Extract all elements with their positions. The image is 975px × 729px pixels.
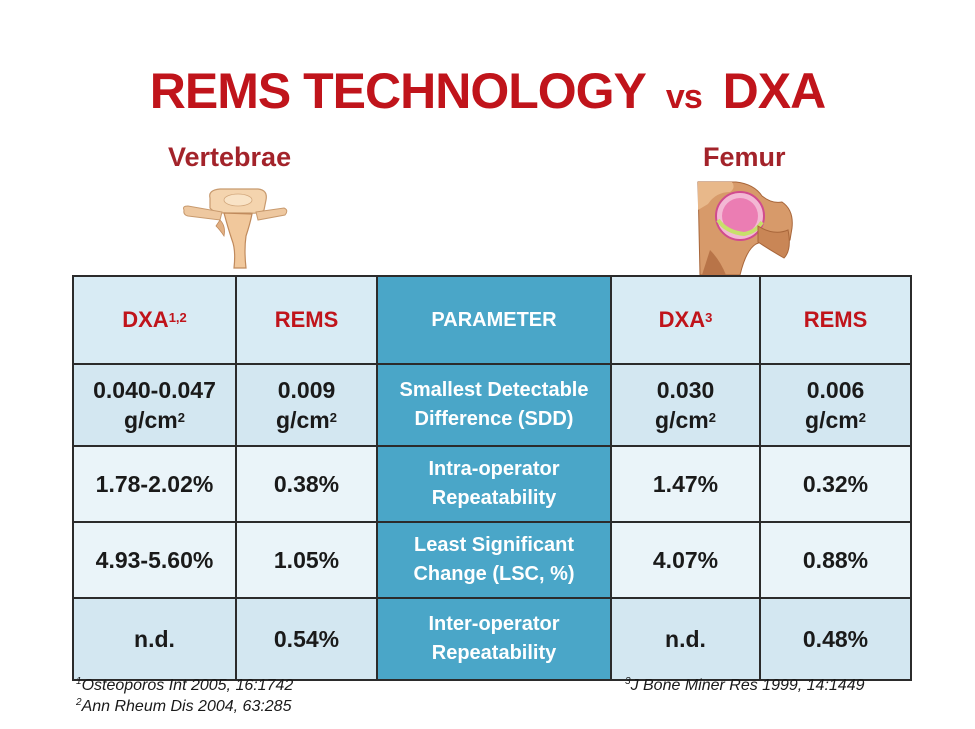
cell-rems-vertebrae: 1.05% xyxy=(235,521,378,599)
cell-rems-vertebrae: 0.38% xyxy=(235,445,378,523)
table-row: 4.93-5.60% 1.05% Least Significant Change… xyxy=(72,521,912,599)
header-dxa-femur: DXA3 xyxy=(610,275,761,365)
cell-parameter: Least Significant Change (LSC, %) xyxy=(376,521,612,599)
cell-dxa-vertebrae: 4.93-5.60% xyxy=(72,521,237,599)
cell-dxa-femur: 1.47% xyxy=(610,445,761,523)
cell-parameter: Smallest Detectable Difference (SDD) xyxy=(376,363,612,447)
cell-dxa-femur: 0.030 g/cm2 xyxy=(610,363,761,447)
table-row: n.d. 0.54% Inter-operator Repeatability n… xyxy=(72,597,912,681)
cell-rems-vertebrae: 0.54% xyxy=(235,597,378,681)
table-header-row: DXA1,2 REMS PARAMETER DXA3 REMS xyxy=(72,275,912,365)
header-rems-vertebrae: REMS xyxy=(235,275,378,365)
comparison-table: DXA1,2 REMS PARAMETER DXA3 REMS 0.040-0.… xyxy=(72,275,912,681)
cell-rems-vertebrae: 0.009 g/cm2 xyxy=(235,363,378,447)
cell-rems-femur: 0.48% xyxy=(759,597,912,681)
header-dxa-vertebrae: DXA1,2 xyxy=(72,275,237,365)
femur-illustration xyxy=(697,181,793,275)
cell-parameter: Inter-operator Repeatability xyxy=(376,597,612,681)
reference-1: 1Osteoporos Int 2005, 16:1742 xyxy=(76,676,294,694)
vertebra-illustration xyxy=(183,188,288,269)
table-row: 1.78-2.02% 0.38% Intra-operator Repeatabi… xyxy=(72,445,912,523)
cell-dxa-vertebrae: 0.040-0.047 g/cm2 xyxy=(72,363,237,447)
header-parameter: PARAMETER xyxy=(376,275,612,365)
cell-dxa-femur: n.d. xyxy=(610,597,761,681)
table-row: 0.040-0.047 g/cm2 0.009 g/cm2 Smallest Det… xyxy=(72,363,912,447)
slide-title: REMS TECHNOLOGY vs DXA xyxy=(0,62,975,120)
reference-2: 2Ann Rheum Dis 2004, 63:285 xyxy=(76,697,292,715)
cell-rems-femur: 0.88% xyxy=(759,521,912,599)
cell-rems-femur: 0.32% xyxy=(759,445,912,523)
cell-parameter: Intra-operator Repeatability xyxy=(376,445,612,523)
cell-dxa-vertebrae: n.d. xyxy=(72,597,237,681)
cell-dxa-vertebrae: 1.78-2.02% xyxy=(72,445,237,523)
femur-label: Femur xyxy=(703,142,786,172)
vertebrae-label: Vertebrae xyxy=(168,142,292,172)
cell-rems-femur: 0.006 g/cm2 xyxy=(759,363,912,447)
cell-dxa-femur: 4.07% xyxy=(610,521,761,599)
header-rems-femur: REMS xyxy=(759,275,912,365)
reference-3: 3J Bone Miner Res 1999, 14:1449 xyxy=(625,676,865,694)
title-vs: vs xyxy=(665,78,703,116)
title-main: REMS TECHNOLOGY xyxy=(149,63,646,119)
title-end: DXA xyxy=(722,63,827,119)
